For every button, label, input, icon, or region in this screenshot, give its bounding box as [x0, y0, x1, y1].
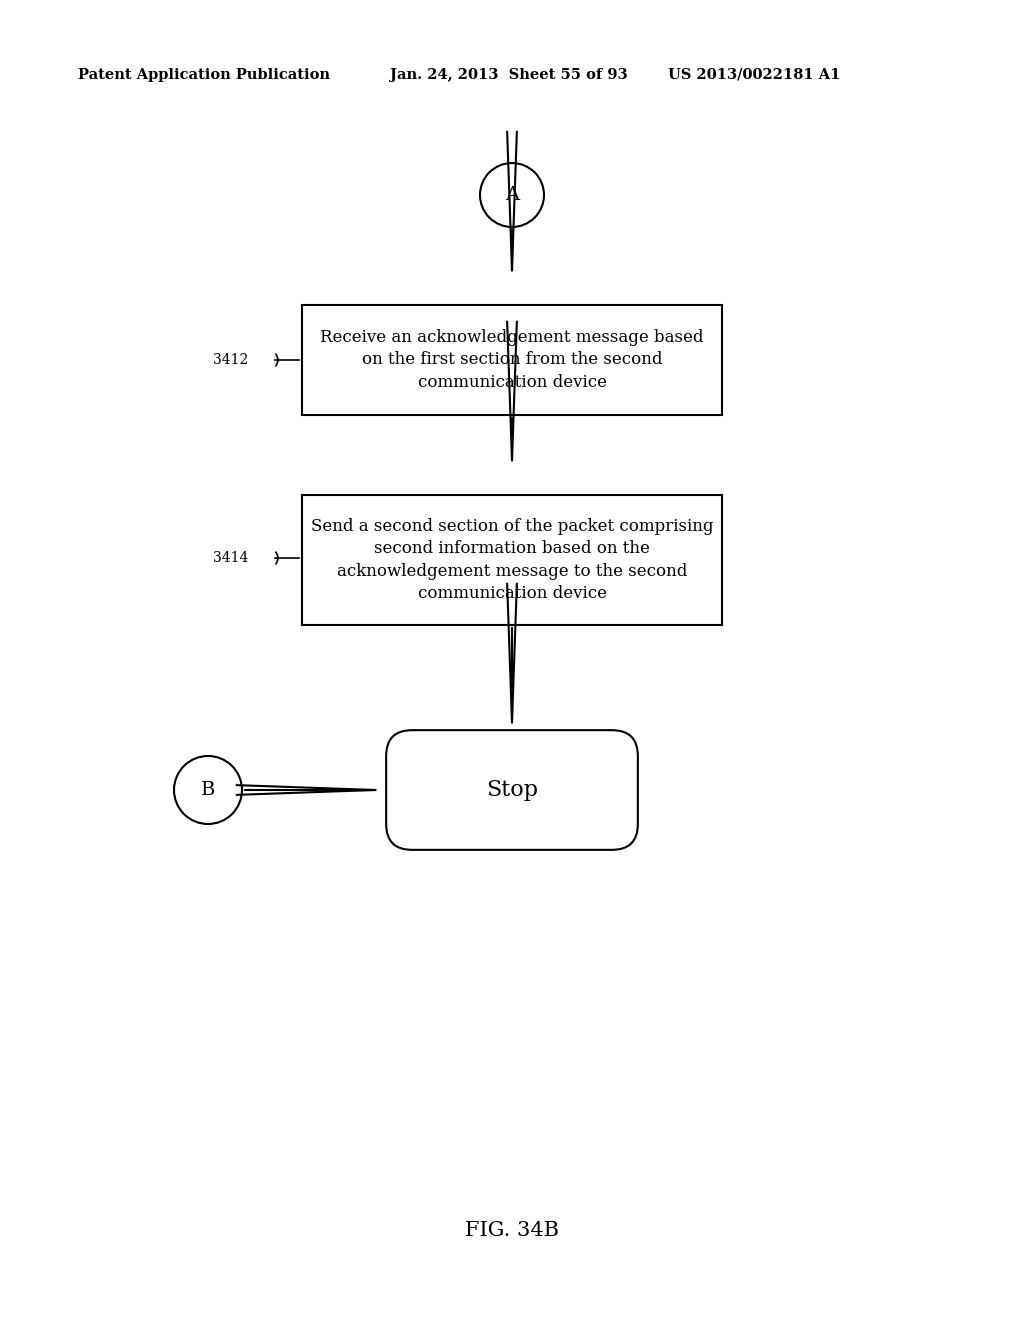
Text: 3412: 3412 — [213, 352, 248, 367]
Text: Receive an acknowledgement message based
on the first section from the second
co: Receive an acknowledgement message based… — [321, 329, 703, 391]
Text: 3414: 3414 — [213, 550, 248, 565]
Text: B: B — [201, 781, 215, 799]
Text: Send a second section of the packet comprising
second information based on the
a: Send a second section of the packet comp… — [310, 519, 714, 602]
Text: US 2013/0022181 A1: US 2013/0022181 A1 — [668, 69, 841, 82]
Text: A: A — [505, 186, 519, 205]
Text: FIG. 34B: FIG. 34B — [465, 1221, 559, 1239]
Text: Jan. 24, 2013  Sheet 55 of 93: Jan. 24, 2013 Sheet 55 of 93 — [390, 69, 628, 82]
Text: Patent Application Publication: Patent Application Publication — [78, 69, 330, 82]
Text: Stop: Stop — [486, 779, 538, 801]
